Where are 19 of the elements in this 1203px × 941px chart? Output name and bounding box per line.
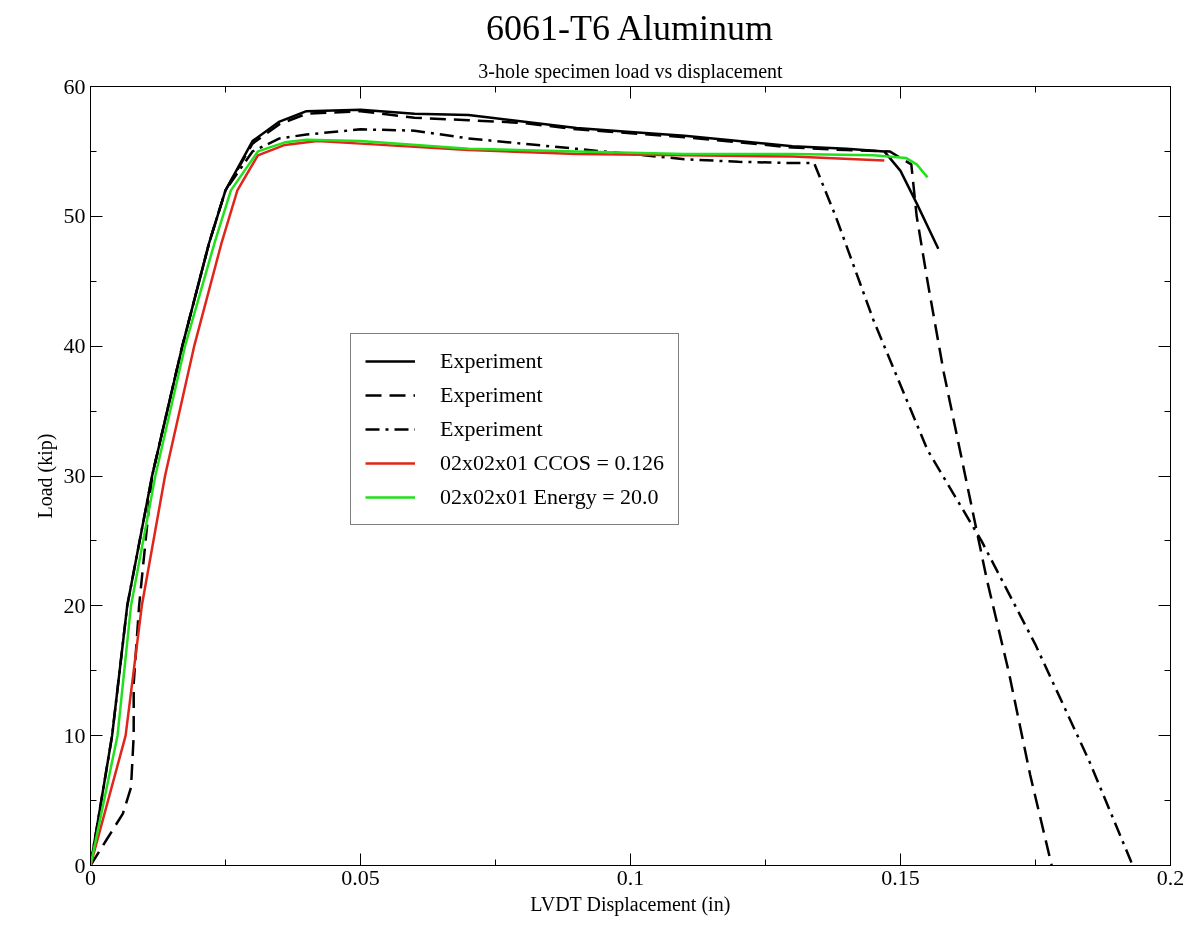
legend-label: Experiment [440, 382, 543, 408]
legend-label: 02x02x01 CCOS = 0.126 [440, 450, 664, 476]
y-axis-title: Load (kip) [33, 433, 57, 519]
y-tick-label: 10 [63, 722, 86, 748]
x-tick-label: 0.1 [616, 864, 645, 890]
legend-label: Experiment [440, 416, 543, 442]
x-tick-label: 0.2 [1156, 864, 1185, 890]
x-axis-title: LVDT Displacement (in) [530, 892, 731, 916]
legend-label: 02x02x01 Energy = 20.0 [440, 484, 659, 510]
y-tick-label: 40 [63, 333, 86, 359]
x-tick-label: 0.15 [881, 864, 920, 890]
x-tick-label: 0.05 [341, 864, 380, 890]
chart-subtitle: 3-hole specimen load vs displacement [478, 59, 784, 83]
y-tick-label: 20 [63, 592, 86, 618]
y-tick-label: 50 [63, 203, 86, 229]
y-tick-label: 60 [63, 73, 86, 99]
legend-label: Experiment [440, 348, 543, 374]
chart-title: 6061-T6 Aluminum [486, 7, 774, 48]
y-tick-label: 30 [63, 463, 86, 488]
